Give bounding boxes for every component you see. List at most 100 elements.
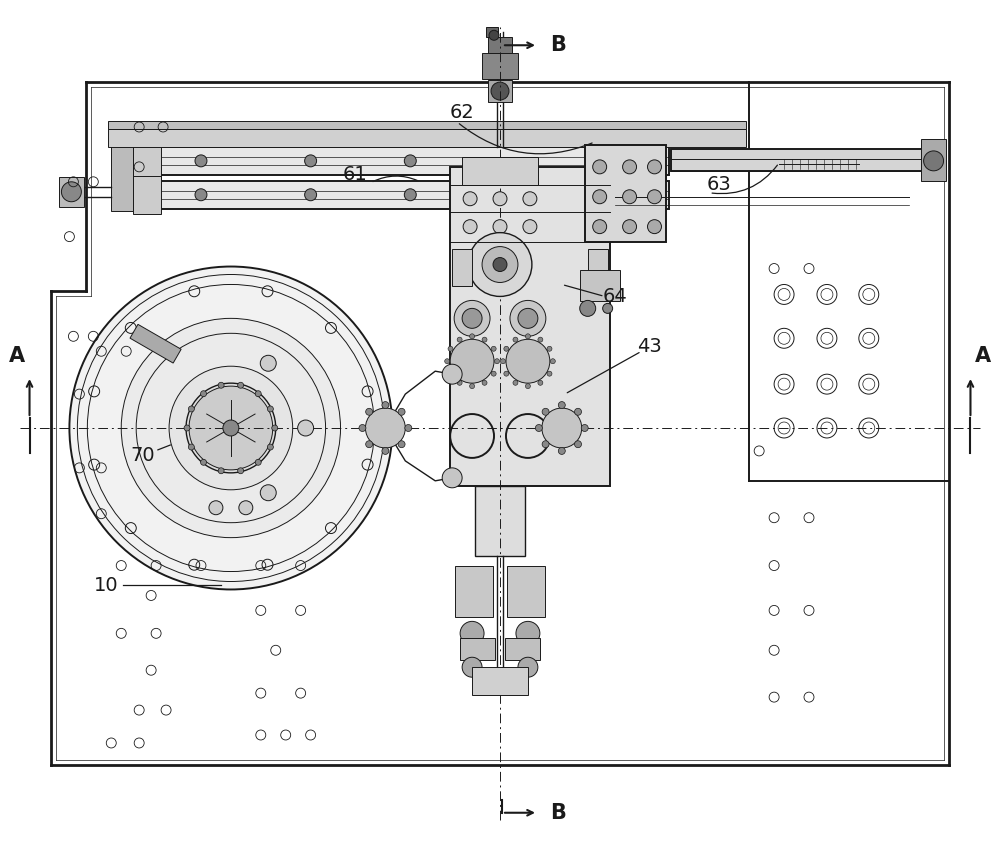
Circle shape [404,189,416,201]
Circle shape [69,266,392,590]
Circle shape [398,408,405,415]
Bar [507,566,545,617]
Circle shape [518,657,538,677]
Circle shape [442,364,462,384]
Bar [486,27,498,38]
Bar [472,667,528,695]
Circle shape [366,408,373,415]
Circle shape [623,220,637,234]
Text: A: A [975,346,991,366]
Bar [488,80,512,102]
Circle shape [516,621,540,645]
Circle shape [581,425,588,431]
Circle shape [542,408,549,415]
Circle shape [121,318,341,538]
Bar [585,145,666,241]
Circle shape [209,501,223,514]
Bar [625,175,654,214]
Bar [921,139,946,181]
Circle shape [61,181,81,202]
Circle shape [201,398,261,458]
Circle shape [255,460,261,466]
Circle shape [491,372,496,376]
Circle shape [603,303,613,313]
Circle shape [593,160,607,174]
Circle shape [542,408,582,448]
Circle shape [513,337,518,342]
Circle shape [382,401,389,408]
Circle shape [448,347,453,351]
Circle shape [463,192,477,205]
Text: A: A [9,346,25,366]
Circle shape [195,155,207,167]
Circle shape [468,233,532,296]
Circle shape [445,359,450,364]
Bar [133,181,669,209]
Bar [455,566,493,617]
Circle shape [510,300,546,336]
Circle shape [462,657,482,677]
Text: B: B [550,35,566,56]
Circle shape [305,155,317,167]
Circle shape [186,383,276,473]
Circle shape [457,337,462,342]
Circle shape [924,151,944,171]
Circle shape [223,420,239,436]
Circle shape [504,347,509,351]
Circle shape [359,425,366,431]
Circle shape [448,372,453,376]
Bar [452,248,472,287]
Circle shape [218,383,224,389]
Circle shape [525,383,530,389]
Circle shape [580,300,596,317]
Circle shape [470,334,475,339]
Circle shape [593,190,607,204]
Bar [588,248,608,287]
Circle shape [623,160,637,174]
Circle shape [525,334,530,339]
Circle shape [188,444,194,450]
Circle shape [547,347,552,351]
Circle shape [547,372,552,376]
Circle shape [500,359,505,364]
Circle shape [260,484,276,501]
Circle shape [648,160,661,174]
Circle shape [523,192,537,205]
Circle shape [482,380,487,385]
Circle shape [238,383,244,389]
Bar [671,149,926,171]
Bar [505,639,540,660]
Circle shape [450,339,494,383]
Bar [108,121,746,129]
Circle shape [493,192,507,205]
Circle shape [513,380,518,385]
Bar [460,639,495,660]
Circle shape [575,441,581,448]
Circle shape [462,308,482,329]
Circle shape [184,425,190,431]
Circle shape [558,448,565,455]
Circle shape [506,339,550,383]
Text: 61: 61 [343,165,368,184]
Circle shape [255,390,261,396]
Text: 43: 43 [637,336,662,356]
Circle shape [493,258,507,271]
Circle shape [442,468,462,488]
Bar [475,486,525,556]
Circle shape [550,359,555,364]
Circle shape [538,380,543,385]
Bar [111,142,133,211]
Circle shape [404,155,416,167]
Bar [133,175,161,214]
Bar [488,38,512,53]
Circle shape [493,220,507,234]
Circle shape [470,383,475,389]
Circle shape [405,425,412,431]
Bar [59,177,84,206]
Circle shape [558,401,565,408]
Circle shape [305,189,317,201]
Bar [580,270,620,301]
Bar [625,142,654,180]
Circle shape [495,359,500,364]
Circle shape [169,366,293,490]
